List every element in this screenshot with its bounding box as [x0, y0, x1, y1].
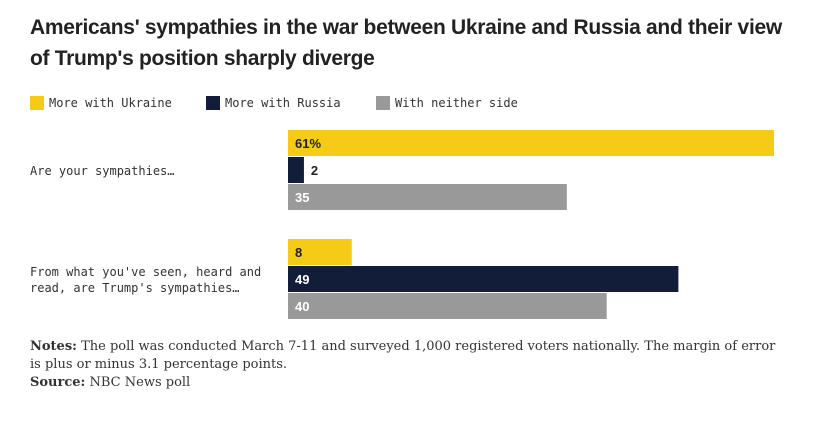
legend-label-ukraine: More with Ukraine: [49, 96, 172, 110]
data-label-more-with-russia-0: 2: [311, 163, 318, 178]
data-label-with-neither-side-1: 40: [295, 299, 309, 314]
legend-label-neither: With neither side: [395, 96, 518, 110]
legend-swatch-neither: [376, 96, 390, 110]
chart-title: Americans' sympathies in the war between…: [30, 16, 782, 70]
source-line: Source: NBC News poll: [30, 374, 790, 392]
bar-more-with-russia-0: [288, 157, 304, 183]
source-text: NBC News poll: [89, 375, 191, 390]
data-label-more-with-ukraine-0: 61%: [295, 136, 321, 151]
bar-more-with-russia-1: [288, 266, 679, 292]
data-label-with-neither-side-0: 35: [295, 190, 309, 205]
data-label-more-with-ukraine-1: 8: [295, 245, 302, 260]
data-label-more-with-russia-1: 49: [295, 272, 309, 287]
legend-item-neither: With neither side: [376, 96, 518, 110]
bar-chart: 61% 235 8 49 40: [288, 130, 774, 319]
legend-label-russia: More with Russia: [225, 96, 341, 110]
notes-block: Notes: The poll was conducted March 7-11…: [30, 338, 790, 392]
notes-label: Notes:: [30, 339, 77, 354]
bar-more-with-ukraine-1: [288, 239, 352, 265]
legend-item-russia: More with Russia: [206, 96, 341, 110]
legend-swatch-russia: [206, 96, 220, 110]
legend-swatch-ukraine: [30, 96, 44, 110]
source-label: Source:: [30, 375, 86, 390]
notes-line: Notes: The poll was conducted March 7-11…: [30, 338, 790, 374]
category-label-sympathies: Are your sympathies…: [30, 164, 175, 178]
bar-with-neither-side-1: [288, 293, 607, 319]
bar-more-with-ukraine-0: [288, 130, 774, 156]
legend-item-ukraine: More with Ukraine: [30, 96, 172, 110]
notes-text: The poll was conducted March 7-11 and su…: [30, 339, 776, 372]
category-label-trump-sympathies: From what you've seen, heard and read, a…: [30, 265, 262, 295]
bar-with-neither-side-0: [288, 184, 567, 210]
